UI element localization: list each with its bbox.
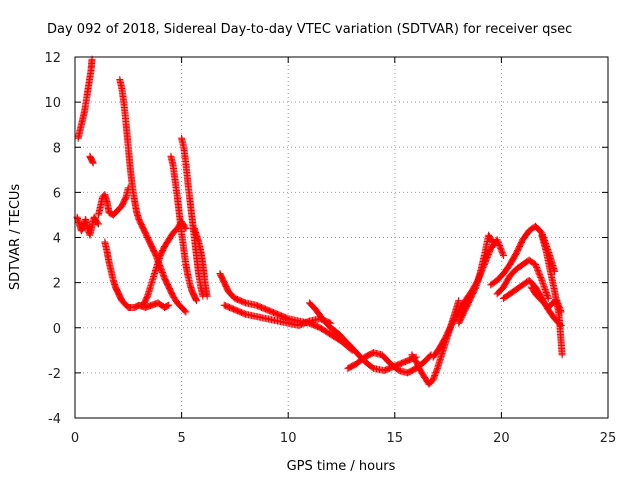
plot-area-frame bbox=[74, 56, 609, 419]
y-tick-label: 4 bbox=[53, 232, 61, 247]
x-tick-labels: 0 5 10 15 20 25 bbox=[71, 431, 616, 446]
data-point-marker bbox=[93, 219, 101, 227]
y-tick-label: -2 bbox=[48, 367, 61, 382]
data-point-marker bbox=[203, 292, 211, 300]
x-tick-label: 20 bbox=[493, 431, 510, 446]
axis-ticks bbox=[74, 56, 609, 419]
data-point-marker bbox=[557, 308, 565, 316]
x-axis-title: GPS time / hours bbox=[287, 459, 396, 474]
data-point-marker bbox=[489, 238, 497, 246]
x-tick-label: 10 bbox=[280, 431, 297, 446]
y-axis-title: SDTVAR / TECUs bbox=[8, 184, 23, 291]
y-tick-label: 2 bbox=[53, 277, 61, 292]
x-tick-label: 0 bbox=[71, 431, 79, 446]
data-point-marker bbox=[181, 307, 189, 315]
chart-title: Day 092 of 2018, Sidereal Day-to-day VTE… bbox=[47, 22, 572, 37]
grid bbox=[75, 57, 608, 418]
x-tick-label: 25 bbox=[600, 431, 617, 446]
y-tick-label: -4 bbox=[48, 412, 61, 427]
data-point-marker bbox=[499, 250, 507, 258]
y-tick-labels: -4 -2 0 2 4 6 8 10 12 bbox=[44, 51, 61, 427]
data-point-marker bbox=[164, 302, 172, 310]
x-tick-label: 15 bbox=[387, 431, 404, 446]
y-tick-label: 10 bbox=[44, 96, 61, 111]
y-tick-label: 8 bbox=[53, 141, 61, 156]
y-tick-label: 6 bbox=[53, 186, 61, 201]
data-point-marker bbox=[94, 220, 102, 228]
data-point-marker bbox=[455, 297, 463, 305]
data-point-marker bbox=[182, 308, 190, 316]
x-tick-label: 5 bbox=[177, 431, 185, 446]
data-point-marker bbox=[165, 301, 173, 309]
data-point-marker bbox=[558, 351, 566, 359]
data-point-marker bbox=[488, 237, 496, 245]
data-point-marker bbox=[500, 252, 508, 260]
data-point-marker bbox=[537, 275, 545, 283]
data-markers bbox=[73, 55, 566, 388]
data-point-marker bbox=[193, 297, 201, 305]
data-point-marker bbox=[544, 294, 552, 302]
data-point-marker bbox=[89, 159, 97, 167]
y-tick-label: 0 bbox=[53, 322, 61, 337]
y-tick-label: 12 bbox=[44, 51, 61, 66]
